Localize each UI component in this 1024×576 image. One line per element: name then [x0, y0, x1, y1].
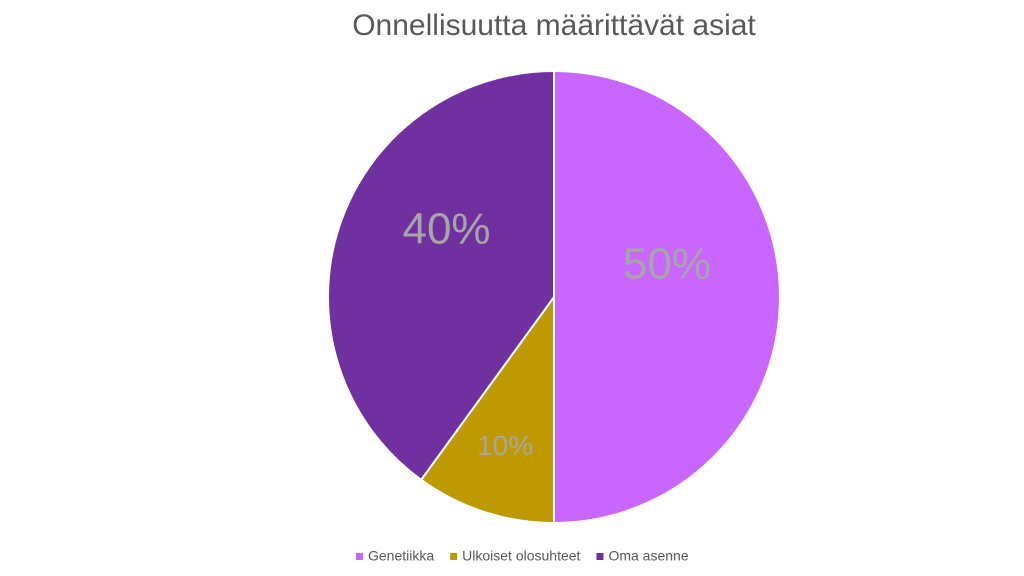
- legend-swatch: [450, 553, 458, 560]
- legend-label: Genetiikka: [368, 548, 434, 564]
- data-label: 50%: [623, 240, 711, 289]
- legend-swatch: [596, 553, 604, 560]
- pie-slice: [553, 69, 781, 525]
- pie-slice: [327, 69, 555, 482]
- legend-label: Ulkoiset olosuhteet: [462, 548, 580, 564]
- pie-slice: [419, 293, 555, 525]
- legend-swatch: [356, 553, 363, 560]
- data-label: 10%: [477, 430, 533, 461]
- data-label: 40%: [402, 205, 490, 254]
- chart-title: Onnellisuutta määrittävät asiat: [352, 9, 756, 42]
- legend-label: Oma asenne: [608, 548, 688, 564]
